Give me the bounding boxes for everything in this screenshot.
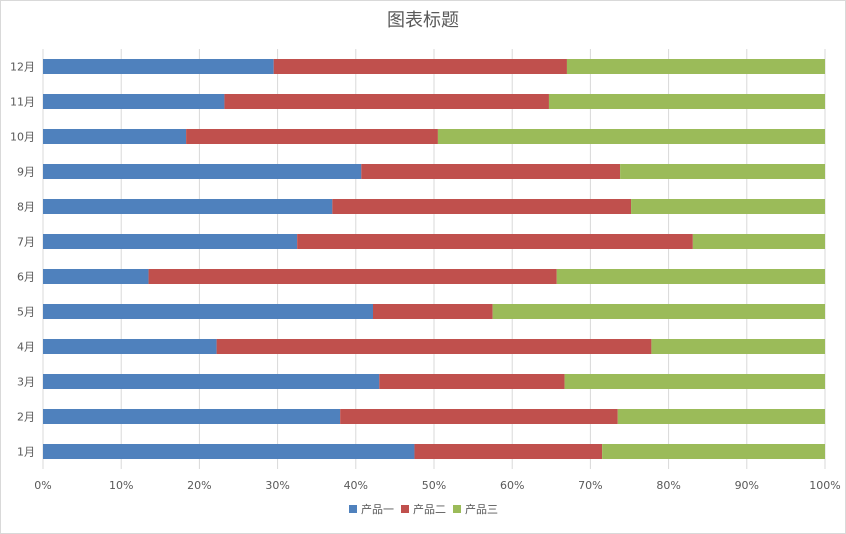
bar-segment (43, 444, 415, 459)
bar-segment (692, 234, 825, 249)
bar-segment (556, 269, 825, 284)
bar-segment (548, 94, 825, 109)
bar-segment (566, 59, 825, 74)
y-tick-label: 3月 (17, 376, 35, 389)
y-tick-label: 4月 (17, 341, 35, 354)
bar-segment (43, 59, 274, 74)
bar-segment (361, 164, 621, 179)
legend-swatch (349, 505, 357, 513)
bar-segment (224, 94, 549, 109)
x-tick-label: 30% (265, 479, 289, 492)
x-tick-label: 20% (187, 479, 211, 492)
y-tick-label: 12月 (10, 61, 35, 74)
y-axis-labels: 1月 2月 3月 4月 5月 6月 7月 8月 9月 10月 11月 12月 (10, 61, 35, 459)
x-tick-label: 80% (656, 479, 680, 492)
bar-segment (43, 199, 333, 214)
y-tick-label: 1月 (17, 446, 35, 459)
x-tick-label: 10% (109, 479, 133, 492)
bar-segment (631, 199, 825, 214)
y-tick-label: 9月 (17, 166, 35, 179)
bar-segment (332, 199, 632, 214)
x-tick-label: 90% (735, 479, 759, 492)
bar-segment (43, 129, 187, 144)
bar-segment (373, 304, 493, 319)
bar-segment (43, 409, 341, 424)
bar-segment (379, 374, 565, 389)
y-tick-label: 2月 (17, 411, 35, 424)
bar-segment (43, 269, 149, 284)
x-tick-label: 40% (344, 479, 368, 492)
bar-segment (602, 444, 825, 459)
bar-segment (492, 304, 825, 319)
bar-segment (43, 94, 225, 109)
legend-label: 产品一 (361, 502, 394, 516)
y-tick-label: 11月 (10, 96, 35, 109)
legend-swatch (453, 505, 461, 513)
bar-segment (216, 339, 652, 354)
y-tick-label: 7月 (17, 236, 35, 249)
bar-segment (564, 374, 825, 389)
bar-segment (617, 409, 825, 424)
bar-segment (43, 339, 217, 354)
grid-layer (42, 49, 826, 469)
chart-title: 图表标题 (387, 10, 459, 31)
y-tick-label: 5月 (17, 306, 35, 319)
bar-segment (43, 304, 374, 319)
bar-segment (43, 374, 380, 389)
bar-segment (148, 269, 557, 284)
x-tick-label: 60% (500, 479, 524, 492)
x-axis-labels: 0% 10% 20% 30% 40% 50% 60% 70% 80% 90% 100% (34, 479, 840, 492)
bar-segment (186, 129, 438, 144)
bar-segment (43, 164, 362, 179)
x-tick-label: 50% (422, 479, 446, 492)
y-tick-label: 6月 (17, 271, 35, 284)
bar-segment (414, 444, 603, 459)
x-tick-label: 0% (34, 479, 51, 492)
legend-label: 产品二 (413, 502, 446, 516)
y-tick-label: 8月 (17, 201, 35, 214)
bar-segment (340, 409, 618, 424)
bar-segment (620, 164, 825, 179)
bar-segment (437, 129, 825, 144)
legend-swatch (401, 505, 409, 513)
bar-segment (297, 234, 693, 249)
legend-label: 产品三 (465, 502, 498, 516)
bar-segment (43, 234, 298, 249)
x-tick-label: 70% (578, 479, 602, 492)
x-tick-label: 100% (809, 479, 840, 492)
legend: 产品一 产品二 产品三 (349, 502, 498, 516)
bars-layer (43, 59, 825, 459)
bar-segment (273, 59, 567, 74)
y-tick-label: 10月 (10, 131, 35, 144)
bar-segment (651, 339, 825, 354)
